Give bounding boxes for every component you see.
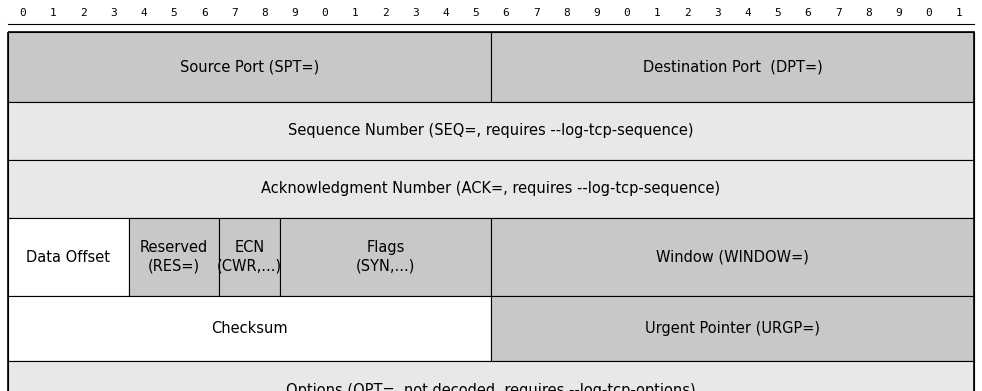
Text: 0: 0 (20, 8, 27, 18)
Bar (8, 218, 129, 296)
Text: 7: 7 (533, 8, 540, 18)
Text: 5: 5 (171, 8, 178, 18)
Text: 5: 5 (775, 8, 781, 18)
Bar (491, 296, 974, 361)
Text: Destination Port  (DPT=): Destination Port (DPT=) (642, 59, 822, 75)
Text: 1: 1 (955, 8, 962, 18)
Text: 6: 6 (503, 8, 510, 18)
Text: 1: 1 (50, 8, 57, 18)
Text: 2: 2 (382, 8, 389, 18)
Text: 0: 0 (624, 8, 630, 18)
Text: 8: 8 (865, 8, 872, 18)
Text: 3: 3 (714, 8, 721, 18)
Text: ECN
(CWR,...): ECN (CWR,...) (217, 240, 282, 274)
Text: 5: 5 (472, 8, 479, 18)
Text: 7: 7 (835, 8, 842, 18)
Text: Checksum: Checksum (211, 321, 288, 336)
Text: 3: 3 (412, 8, 419, 18)
Bar (219, 218, 280, 296)
Text: Reserved
(RES=): Reserved (RES=) (139, 240, 208, 274)
Text: 4: 4 (140, 8, 147, 18)
Text: 2: 2 (683, 8, 690, 18)
Text: 2: 2 (81, 8, 86, 18)
Bar (8, 160, 974, 218)
Text: 0: 0 (321, 8, 328, 18)
Bar (491, 218, 974, 296)
Text: Acknowledgment Number (ACK=, requires --log-tcp-sequence): Acknowledgment Number (ACK=, requires --… (261, 181, 721, 197)
Text: Flags
(SYN,...): Flags (SYN,...) (355, 240, 415, 274)
Text: 3: 3 (110, 8, 117, 18)
Text: Window (WINDOW=): Window (WINDOW=) (656, 249, 809, 264)
Bar (280, 218, 491, 296)
Text: Urgent Pointer (URGP=): Urgent Pointer (URGP=) (645, 321, 820, 336)
Bar (129, 218, 219, 296)
Text: Sequence Number (SEQ=, requires --log-tcp-sequence): Sequence Number (SEQ=, requires --log-tc… (289, 124, 693, 138)
Text: 9: 9 (292, 8, 299, 18)
Bar (8, 296, 491, 361)
Text: 6: 6 (804, 8, 811, 18)
Text: 8: 8 (563, 8, 570, 18)
Text: Source Port (SPT=): Source Port (SPT=) (180, 59, 319, 75)
Text: 8: 8 (261, 8, 268, 18)
Bar (491, 32, 974, 102)
Text: Data Offset: Data Offset (27, 249, 110, 264)
Text: 9: 9 (896, 8, 901, 18)
Text: Options (OPT=, not decoded, requires --log-tcp-options): Options (OPT=, not decoded, requires --l… (286, 382, 696, 391)
Text: 0: 0 (925, 8, 932, 18)
Text: 6: 6 (201, 8, 207, 18)
Bar (8, 32, 491, 102)
Text: 4: 4 (744, 8, 751, 18)
Text: 1: 1 (654, 8, 661, 18)
Text: 1: 1 (352, 8, 358, 18)
Bar (8, 361, 974, 391)
Text: 7: 7 (231, 8, 238, 18)
Text: 9: 9 (593, 8, 600, 18)
Bar (8, 102, 974, 160)
Text: 4: 4 (442, 8, 449, 18)
